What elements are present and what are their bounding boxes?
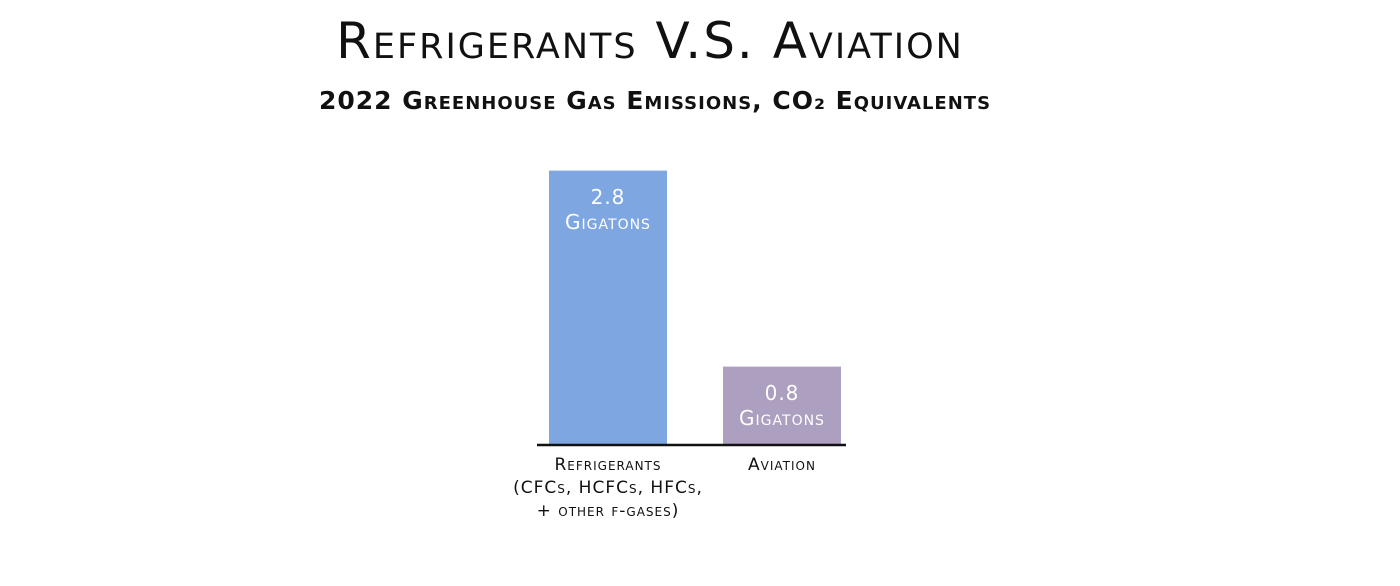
bar xyxy=(549,170,667,445)
x-tick-label: Aviation xyxy=(748,455,816,475)
chart-subtitle: 2022 Greenhouse Gas Emissions, CO₂ Equiv… xyxy=(318,86,992,115)
chart-title: Refrigerants V.S. Aviation xyxy=(336,12,964,70)
x-tick-label: Refrigerants (CFCs, HCFCs, HFCs, + other… xyxy=(513,455,703,521)
bar xyxy=(723,366,841,445)
value-label: 2.8 Gigatons xyxy=(565,184,651,234)
value-label: 0.8 Gigatons xyxy=(739,380,825,430)
